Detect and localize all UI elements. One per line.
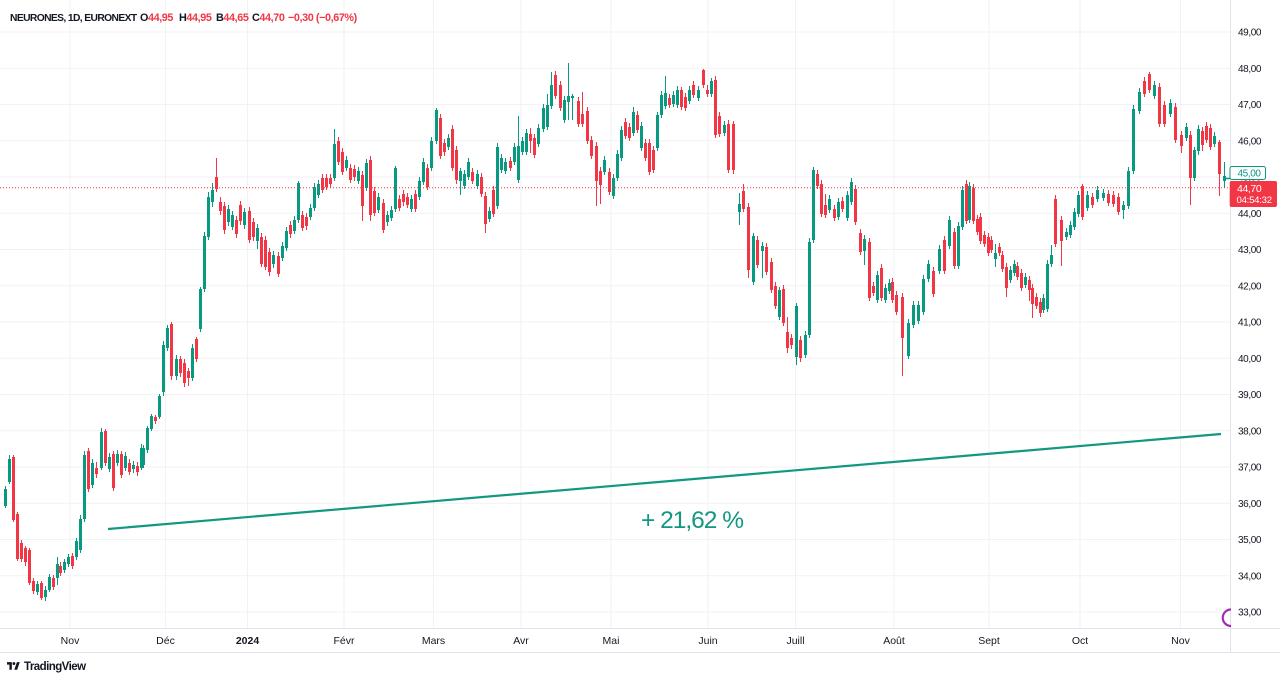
svg-text:C44,70: C44,70	[252, 12, 285, 24]
svg-text:Nov: Nov	[1171, 635, 1190, 647]
svg-text:NEURONES, 1D, EURONEXT: NEURONES, 1D, EURONEXT	[10, 13, 138, 24]
svg-text:37,00: 37,00	[1238, 463, 1262, 474]
svg-text:Avr: Avr	[513, 635, 529, 647]
svg-text:+ 21,62 %: + 21,62 %	[641, 507, 743, 534]
svg-text:Août: Août	[883, 635, 905, 647]
svg-text:44,00: 44,00	[1238, 209, 1262, 220]
svg-text:42,00: 42,00	[1238, 281, 1262, 292]
svg-text:46,00: 46,00	[1238, 136, 1262, 147]
svg-text:38,00: 38,00	[1238, 426, 1262, 437]
svg-text:−0,30 (−0,67%): −0,30 (−0,67%)	[288, 12, 358, 24]
svg-text:04:54:32: 04:54:32	[1237, 195, 1272, 206]
svg-text:47,00: 47,00	[1238, 100, 1262, 111]
svg-text:43,00: 43,00	[1238, 245, 1262, 256]
svg-text:40,00: 40,00	[1238, 354, 1262, 365]
svg-text:Févr: Févr	[334, 635, 356, 647]
svg-text:41,00: 41,00	[1238, 318, 1262, 329]
svg-text:33,00: 33,00	[1238, 608, 1262, 619]
svg-text:Juill: Juill	[786, 635, 804, 647]
svg-text:36,00: 36,00	[1238, 499, 1262, 510]
svg-text:Oct: Oct	[1072, 635, 1088, 647]
svg-text:Mars: Mars	[422, 635, 445, 647]
svg-text:Juin: Juin	[698, 635, 717, 647]
svg-text:Déc: Déc	[156, 635, 175, 647]
svg-text:Nov: Nov	[61, 635, 80, 647]
svg-text:O44,95: O44,95	[140, 12, 173, 24]
svg-text:45,00: 45,00	[1238, 169, 1262, 180]
svg-text:2024: 2024	[236, 635, 260, 647]
svg-text:H44,95: H44,95	[179, 12, 212, 24]
svg-text:35,00: 35,00	[1238, 535, 1262, 546]
svg-text:34,00: 34,00	[1238, 571, 1262, 582]
svg-text:39,00: 39,00	[1238, 390, 1262, 401]
svg-text:TradingView: TradingView	[24, 661, 86, 673]
svg-text:B44,65: B44,65	[216, 12, 249, 24]
svg-text:49,00: 49,00	[1238, 28, 1262, 39]
svg-text:48,00: 48,00	[1238, 64, 1262, 75]
svg-text:44,70: 44,70	[1237, 183, 1262, 195]
svg-text:Sept: Sept	[978, 635, 1000, 647]
svg-text:Mai: Mai	[603, 635, 620, 647]
